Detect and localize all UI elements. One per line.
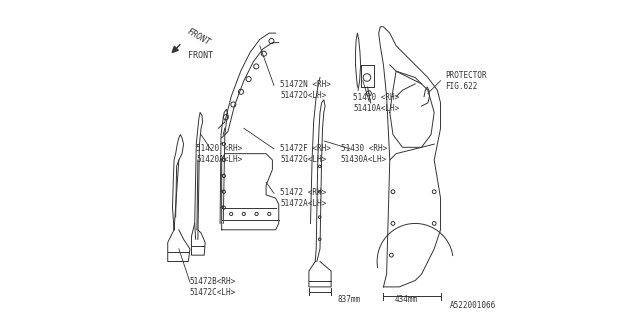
Text: 51472 <RH>
51472A<LH>: 51472 <RH> 51472A<LH> (280, 188, 326, 208)
Text: 51472B<RH>
51472C<LH>: 51472B<RH> 51472C<LH> (190, 277, 236, 297)
Text: 51420 <RH>
51420A<LH>: 51420 <RH> 51420A<LH> (196, 144, 243, 164)
Text: A522001066: A522001066 (450, 301, 496, 310)
Text: 837mm: 837mm (337, 295, 360, 304)
Text: 51472F <RH>
51472G<LH>: 51472F <RH> 51472G<LH> (280, 144, 332, 164)
Text: PROTECTOR
FIG.622: PROTECTOR FIG.622 (445, 71, 487, 91)
Text: 434mm: 434mm (394, 295, 418, 304)
Text: 51430 <RH>
51430A<LH>: 51430 <RH> 51430A<LH> (340, 144, 387, 164)
Text: FRONT: FRONT (188, 51, 213, 60)
Text: FRONT: FRONT (185, 27, 211, 47)
Text: 51472N <RH>
51472O<LH>: 51472N <RH> 51472O<LH> (280, 80, 332, 100)
Text: 51410 <RH>
51410A<LH>: 51410 <RH> 51410A<LH> (353, 93, 399, 113)
